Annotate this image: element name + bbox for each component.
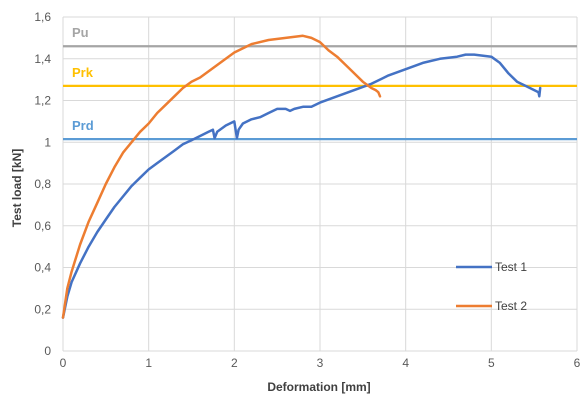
reference-label-prd: Prd [72, 118, 94, 133]
x-tick-label: 1 [145, 356, 152, 370]
y-tick-label: 0 [44, 344, 51, 358]
legend-label-test-2: Test 2 [495, 299, 527, 313]
x-tick-label: 2 [231, 356, 238, 370]
x-tick-label: 5 [488, 356, 495, 370]
x-tick-label: 0 [60, 356, 67, 370]
y-tick-label: 1,2 [34, 94, 51, 108]
series-line-test-2 [61, 34, 382, 319]
x-axis-title: Deformation [mm] [267, 380, 370, 394]
y-tick-label: 0,2 [34, 302, 51, 316]
y-tick-label: 1,6 [34, 10, 51, 24]
x-tick-label: 4 [402, 356, 409, 370]
y-tick-label: 0,8 [34, 177, 51, 191]
y-tick-label: 1 [44, 135, 51, 149]
data-series [61, 34, 542, 319]
reference-label-prk: Prk [72, 65, 94, 80]
y-axis-title: Test load [kN] [10, 149, 24, 227]
reference-lines: Pu Prk Prd [63, 25, 577, 141]
gridlines [62, 16, 578, 352]
series-line-test-1 [61, 53, 542, 319]
legend-label-test-1: Test 1 [495, 260, 527, 274]
legend: Test 1 Test 2 [456, 260, 527, 313]
y-tick-label: 0,6 [34, 219, 51, 233]
y-tick-label: 0,4 [34, 261, 51, 275]
reference-label-pu: Pu [72, 25, 89, 40]
y-tick-label: 1,4 [34, 52, 51, 66]
axis-ticks: 0 0,2 0,4 0,6 0,8 1 1,2 1,4 1,6 0 1 2 3 4 5 6 [34, 10, 580, 370]
x-tick-label: 6 [574, 356, 581, 370]
x-tick-label: 3 [317, 356, 324, 370]
